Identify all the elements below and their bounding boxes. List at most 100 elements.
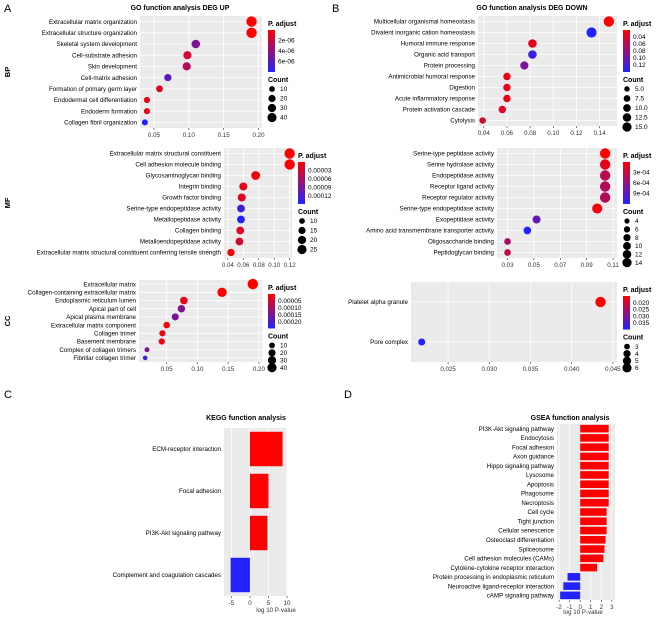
legend-size-dot [622, 250, 632, 259]
ontology-label: MF [3, 197, 12, 208]
data-point [418, 338, 426, 346]
x-tick-label: 0.045 [605, 366, 621, 373]
panel-b-title: GO function analysis DEG DOWN [476, 5, 587, 12]
bar [580, 461, 609, 470]
legend-size-dot [269, 86, 275, 92]
term-label: Collagen trimer [94, 331, 136, 338]
plot-background [497, 148, 617, 258]
x-tick-label: 2 [600, 604, 604, 611]
x-tick-label: 0.040 [564, 366, 580, 373]
term-label: Serine-type peptidase activity [413, 151, 495, 158]
x-tick-label: 0.20 [253, 366, 266, 373]
data-point [143, 96, 151, 104]
legend-color-label: 0.035 [633, 320, 650, 327]
x-tick-label: 0.15 [218, 132, 231, 139]
term-label: Endodermal cell differentiation [54, 97, 138, 104]
legend-size-label: 3 [635, 344, 639, 351]
legend-color-label: 9e-04 [633, 191, 650, 198]
legend-size-dot [268, 349, 276, 357]
term-label: Formation of primary germ layer [49, 86, 137, 93]
data-point [503, 83, 511, 92]
term-label: Apical plasma membrane [66, 314, 136, 321]
x-tick-label: 0.030 [482, 366, 498, 373]
bar [249, 473, 269, 509]
category-label: Focal adhesion [179, 488, 222, 495]
category-label: Protein processing in endoplasmic reticu… [433, 574, 554, 581]
legend-size-label: 5.0 [635, 86, 644, 93]
legend-size-dot [298, 226, 306, 235]
legend-size-label: 20 [280, 96, 288, 103]
term-label: Extracellular matrix structural constitu… [37, 250, 222, 257]
category-label: cAMP signaling pathway [487, 593, 555, 600]
data-point [599, 170, 611, 181]
legend-color-title: P. adjust [623, 153, 652, 160]
data-point [164, 73, 172, 82]
legend-size-dot [267, 356, 277, 365]
category-label: Cellular senescence [498, 528, 554, 535]
bar [580, 545, 605, 553]
x-tick-label: 0.12 [284, 262, 297, 269]
category-label: Osteoclast differentiation [486, 537, 555, 544]
legend-colorbar [623, 296, 630, 330]
x-tick-label: 3 [610, 604, 614, 611]
term-label: Apical part of cell [89, 306, 136, 313]
legend-color-label: 3e-04 [633, 170, 650, 177]
legend-color-label: 0.00003 [308, 168, 332, 175]
legend-size-dot [269, 342, 275, 349]
term-label: Extracellular structure organization [42, 30, 138, 37]
term-label: Organic acid transport [414, 52, 475, 59]
data-point [284, 159, 295, 170]
bar [567, 573, 581, 581]
term-label: Antimicrobial humoral response [388, 74, 475, 81]
legend-size-label: 15 [310, 228, 318, 235]
term-label: Pore complex [370, 339, 409, 346]
x-tick-label: 0.10 [191, 366, 204, 373]
x-tick-label: 0.10 [268, 262, 281, 269]
legend-size-label: 4 [635, 351, 639, 358]
category-label: Focal adhesion [512, 444, 555, 451]
x-tick-label: 0.14 [594, 130, 607, 137]
data-point [520, 61, 529, 70]
plot-background [139, 280, 262, 362]
bar-chart-d: -2 -1 0 1 2 3 PI3K-Akt signaling pathway Endocy… [433, 424, 615, 611]
panel-label-a: A [4, 3, 12, 15]
x-tick-label: 10 [284, 600, 291, 607]
dot-plot-a-1: 0.05 0.10 0.15 0.20 Extracellular matrix org… [3, 16, 297, 139]
x-tick-label: -2 [556, 604, 562, 611]
term-label: Oligosaccharide binding [428, 239, 495, 246]
legend-size-dot [623, 234, 631, 242]
term-label: Endoplasmic reticulum lumen [55, 298, 136, 305]
dot-plot-a-2: 0.04 0.06 0.08 0.10 0.12 Extracellular matrix… [3, 148, 332, 269]
data-point [237, 215, 245, 224]
data-point [503, 94, 511, 103]
legend-size-dot [624, 86, 630, 92]
x-tick-label: 0.08 [524, 130, 537, 137]
data-point [479, 117, 486, 124]
legend-size-label: 14 [635, 260, 643, 267]
legend-color-label: 0.10 [633, 55, 646, 62]
x-tick-label: 0.035 [523, 366, 539, 373]
plot-background [411, 282, 617, 362]
data-point [237, 193, 246, 202]
bar [580, 554, 604, 563]
panel-label-b: B [332, 3, 339, 15]
data-point [159, 330, 166, 337]
legend-colorbar [623, 162, 630, 204]
legend-colorbar [268, 294, 275, 329]
legend-color-title: P. adjust [268, 285, 297, 292]
term-label: Cell-matrix adhesion [81, 75, 138, 82]
legend-size-title: Count [623, 77, 644, 84]
x-tick-label: 0.20 [252, 132, 265, 139]
term-label: Integrin binding [179, 184, 222, 191]
bar-chart-c: -5 0 5 10 ECM-receptor interaction Focal adhe… [113, 428, 291, 607]
term-label: Extracellular matrix [83, 281, 137, 288]
x-tick-label: 0.025 [440, 366, 456, 373]
term-label: Serine-type endopeptidase activity [399, 206, 494, 213]
legend-size-label: 12 [635, 252, 643, 259]
legend-size-label: 15.0 [635, 124, 648, 131]
data-point [532, 215, 541, 224]
legend-colorbar [268, 30, 275, 72]
x-tick-label: 0.15 [222, 366, 235, 373]
category-label: PI3K-Akt signaling pathway [479, 426, 555, 433]
